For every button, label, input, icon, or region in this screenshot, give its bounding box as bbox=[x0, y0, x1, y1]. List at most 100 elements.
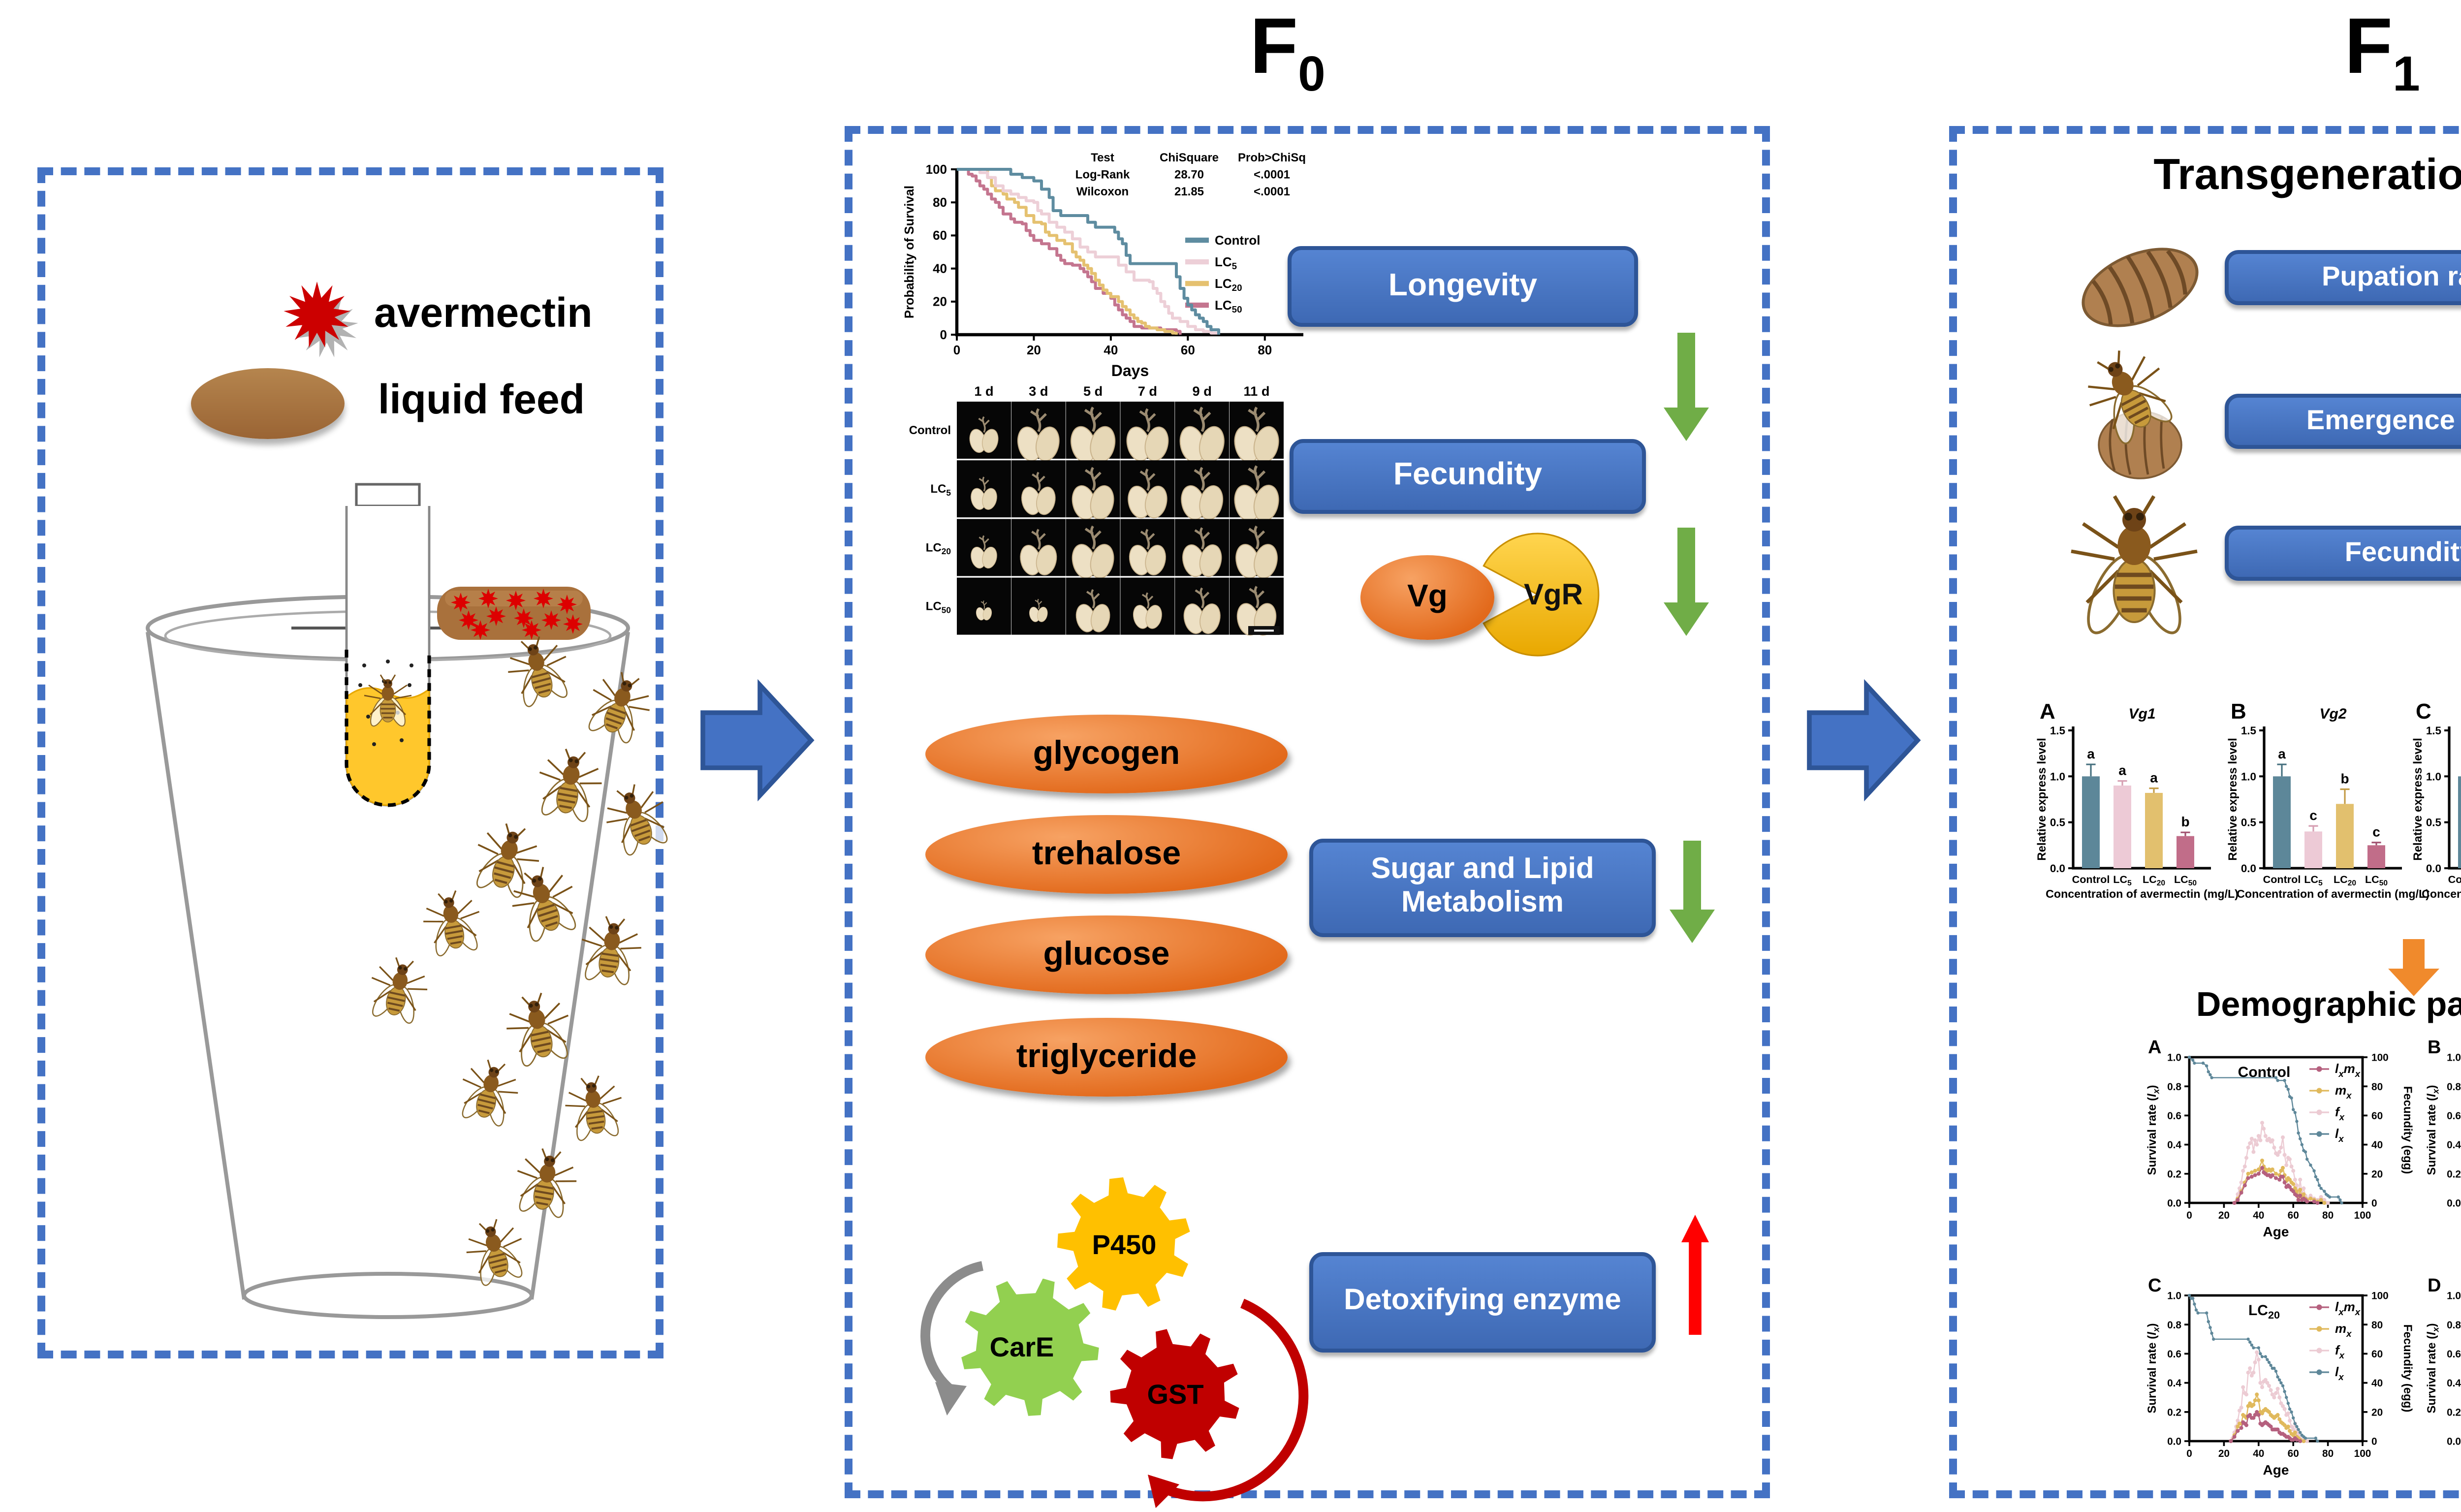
demographic-chart-lc50: D0.00.20.40.60.81.0020406080100020406080… bbox=[2425, 1275, 2461, 1448]
svg-text:LC50: LC50 bbox=[1215, 298, 1242, 315]
svg-text:40: 40 bbox=[2253, 1210, 2264, 1221]
svg-text:0.2: 0.2 bbox=[2167, 1168, 2181, 1180]
svg-text:A: A bbox=[2148, 1037, 2161, 1058]
bar-LC50 bbox=[2177, 836, 2194, 868]
ovary-cell bbox=[1011, 402, 1066, 462]
svg-text:C: C bbox=[2416, 699, 2431, 724]
ovary-cell bbox=[957, 460, 1011, 518]
f0-title-subscript: 0 bbox=[1298, 47, 1325, 102]
p450-gear-label: P450 bbox=[1092, 1229, 1157, 1260]
demo-axes: 0.00.20.40.60.81.00204060801000204060801… bbox=[2425, 1052, 2461, 1209]
svg-text:lxmx: lxmx bbox=[2335, 1061, 2361, 1079]
svg-text:<.0001: <.0001 bbox=[1254, 168, 1290, 181]
svg-text:Prob>ChiSq: Prob>ChiSq bbox=[1238, 151, 1306, 164]
avermectin-starburst-icon bbox=[284, 282, 358, 357]
svg-text:60: 60 bbox=[2371, 1110, 2383, 1122]
gear-shapes bbox=[920, 1177, 1309, 1508]
decrease-arrow-metabolism-icon bbox=[1670, 841, 1715, 943]
fly-icon bbox=[362, 952, 434, 1029]
transgenerational-heading: Transgenerational effect bbox=[2153, 150, 2461, 199]
svg-text:100: 100 bbox=[926, 162, 947, 177]
svg-text:c: c bbox=[2309, 808, 2317, 823]
svg-text:Vg1: Vg1 bbox=[2128, 706, 2155, 722]
fly-icon bbox=[502, 631, 577, 712]
svg-text:LC20: LC20 bbox=[2334, 873, 2356, 887]
svg-text:mx: mx bbox=[2335, 1321, 2352, 1339]
fly-icon bbox=[579, 665, 658, 749]
svg-text:0.8: 0.8 bbox=[2167, 1081, 2181, 1093]
svg-text:LC5: LC5 bbox=[2304, 873, 2323, 887]
svg-text:Control: Control bbox=[2448, 873, 2461, 885]
svg-text:Age: Age bbox=[2263, 1462, 2289, 1478]
svg-text:LC20: LC20 bbox=[2143, 873, 2165, 887]
ovary-cell bbox=[1066, 402, 1120, 463]
svg-text:1.0: 1.0 bbox=[2167, 1052, 2181, 1064]
ovary-cell bbox=[1230, 402, 1284, 463]
svg-text:fx: fx bbox=[2335, 1343, 2345, 1360]
emerging-fly-icon bbox=[2053, 356, 2219, 479]
p450-gear-icon bbox=[1057, 1177, 1190, 1311]
svg-text:1.0: 1.0 bbox=[2167, 1291, 2181, 1302]
svg-text:b: b bbox=[2181, 814, 2189, 829]
svg-text:40: 40 bbox=[933, 261, 947, 276]
svg-text:0.8: 0.8 bbox=[2167, 1320, 2181, 1331]
bar-Control bbox=[2458, 776, 2461, 868]
svg-text:100: 100 bbox=[2371, 1052, 2389, 1064]
svg-text:Control: Control bbox=[1215, 233, 1260, 248]
survival-legend: Control LC5 LC20 LC50 bbox=[1185, 233, 1260, 315]
bar-LC5 bbox=[2114, 786, 2131, 868]
svg-text:LC5: LC5 bbox=[1215, 254, 1237, 271]
svg-text:0.5: 0.5 bbox=[2426, 817, 2441, 829]
svg-text:11 d: 11 d bbox=[1244, 383, 1270, 399]
flow-arrow-exposure-to-f0 bbox=[700, 679, 815, 802]
svg-text:20: 20 bbox=[2371, 1407, 2383, 1418]
svg-text:Vg2: Vg2 bbox=[2319, 706, 2346, 722]
svg-text:28.70: 28.70 bbox=[1174, 168, 1204, 181]
ovary-cell bbox=[1011, 577, 1066, 635]
svg-text:Survival rate (lx): Survival rate (lx) bbox=[2145, 1085, 2161, 1175]
svg-text:20: 20 bbox=[933, 294, 947, 309]
svg-text:0.6: 0.6 bbox=[2447, 1110, 2461, 1122]
svg-text:0.0: 0.0 bbox=[2426, 862, 2441, 875]
bar-LC5 bbox=[2304, 831, 2322, 868]
pupa-icon bbox=[2073, 232, 2207, 343]
fly-icon bbox=[452, 1054, 525, 1133]
svg-text:Relative express level: Relative express level bbox=[2226, 738, 2240, 861]
metabolite-glycogen: glycogen bbox=[925, 715, 1288, 793]
svg-text:1.5: 1.5 bbox=[2426, 724, 2441, 737]
ovary-cell bbox=[1066, 519, 1120, 579]
fly-icon bbox=[532, 745, 606, 826]
sugar-lipid-metabolism-button: Sugar and Lipid Metabolism bbox=[1309, 839, 1656, 937]
svg-text:a: a bbox=[2118, 763, 2126, 778]
vgr-label: VgR bbox=[1524, 578, 1583, 611]
ovary-development-grid: 1 d 3 d 5 d 7 d 9 d 11 d Control LC5 LC20 LC50 bbox=[909, 383, 1284, 636]
svg-text:LC20: LC20 bbox=[926, 541, 951, 556]
svg-text:0.8: 0.8 bbox=[2447, 1081, 2461, 1093]
svg-text:7 d: 7 d bbox=[1138, 383, 1157, 399]
gray-cycle-arrow bbox=[920, 1261, 983, 1394]
svg-text:0.5: 0.5 bbox=[2050, 817, 2065, 829]
demo-axes: 0.00.20.40.60.81.00204060801000204060801… bbox=[2425, 1291, 2461, 1448]
demo-series-lx bbox=[2187, 1055, 2343, 1205]
svg-text:100: 100 bbox=[2371, 1291, 2389, 1302]
svg-text:20: 20 bbox=[2371, 1168, 2383, 1180]
svg-text:0.6: 0.6 bbox=[2167, 1110, 2181, 1122]
svg-text:60: 60 bbox=[2371, 1349, 2383, 1360]
svg-text:20: 20 bbox=[2218, 1448, 2230, 1459]
svg-text:40: 40 bbox=[2371, 1378, 2383, 1389]
svg-text:0.8: 0.8 bbox=[2447, 1320, 2461, 1331]
ovary-cell bbox=[1066, 460, 1120, 520]
svg-text:A: A bbox=[2040, 699, 2055, 724]
svg-text:a: a bbox=[2087, 746, 2095, 761]
svg-text:3 d: 3 d bbox=[1029, 383, 1048, 399]
svg-text:1.5: 1.5 bbox=[2050, 724, 2065, 737]
vg-label: Vg bbox=[1407, 580, 1448, 613]
vgr-receptor-icon: VgR bbox=[1483, 533, 1600, 657]
exposure-panel: avermectin liquid feed bbox=[37, 167, 663, 1358]
liquid-feed-disc-icon bbox=[191, 368, 345, 439]
